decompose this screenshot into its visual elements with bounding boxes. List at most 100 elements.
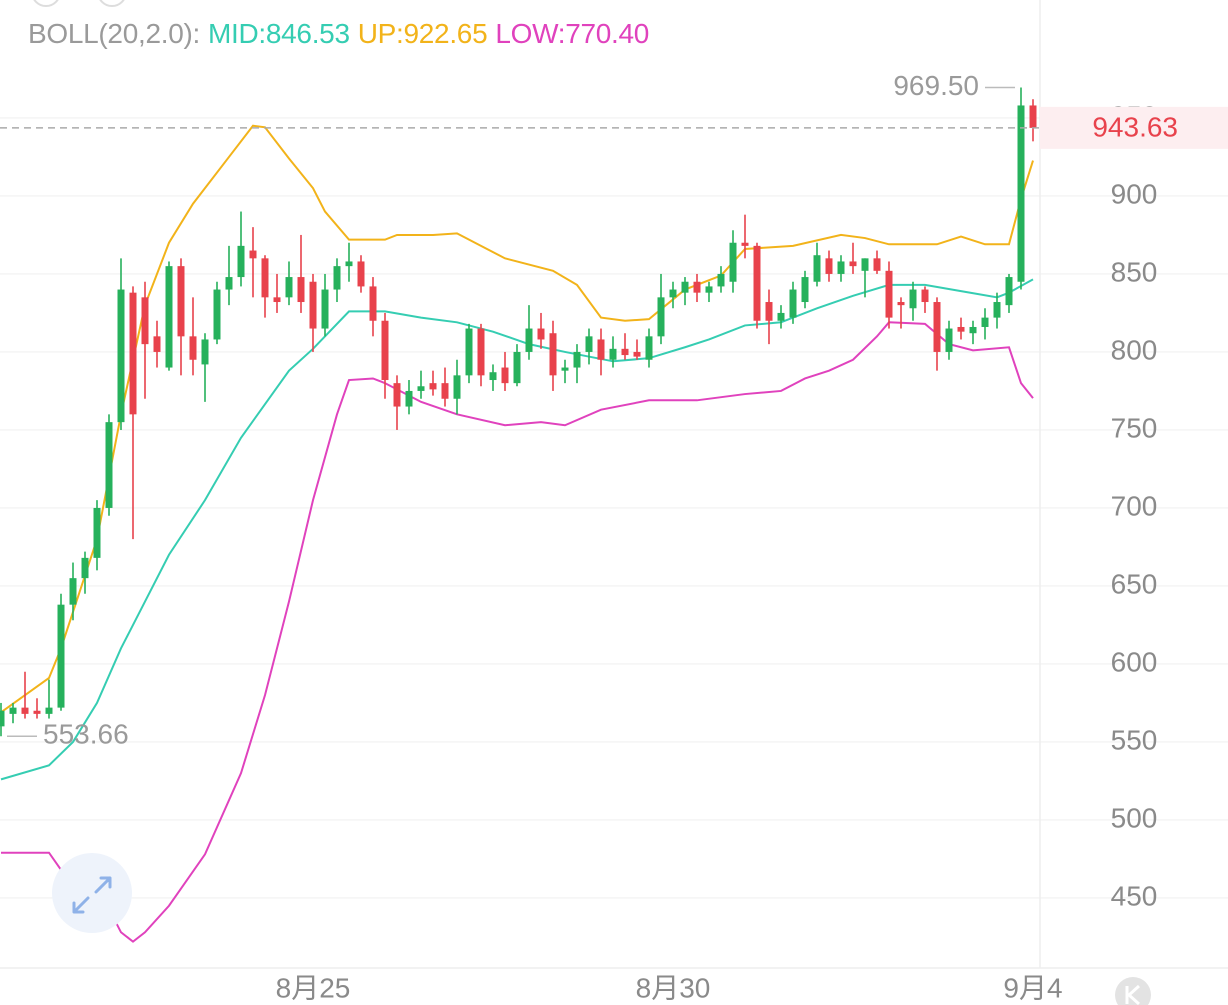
candle-body bbox=[561, 367, 569, 371]
candle-body bbox=[0, 710, 5, 727]
candle-body bbox=[1005, 277, 1013, 306]
candle-body bbox=[765, 302, 773, 321]
candle-body bbox=[309, 281, 317, 329]
top-icons bbox=[33, 0, 125, 7]
candle-body bbox=[345, 261, 353, 267]
candle-body bbox=[69, 578, 77, 605]
x-tick-label: 9月4 bbox=[1003, 972, 1062, 1003]
candle-body bbox=[333, 266, 341, 290]
candle-body bbox=[1017, 105, 1025, 282]
candle-body bbox=[357, 261, 365, 287]
candle-body bbox=[597, 339, 605, 360]
y-tick-label: 650 bbox=[1111, 568, 1158, 599]
candle-body bbox=[645, 336, 653, 360]
candle-body bbox=[621, 348, 629, 356]
candle-body bbox=[813, 255, 821, 282]
candle-body bbox=[501, 367, 509, 384]
x-tick-label: 8月25 bbox=[276, 972, 351, 1003]
candle-body bbox=[57, 604, 65, 708]
candle-body bbox=[33, 710, 41, 714]
candle-body bbox=[93, 507, 101, 558]
candle-body bbox=[237, 245, 245, 278]
candle-body bbox=[885, 270, 893, 318]
band-line bbox=[1, 321, 1034, 943]
candle-body bbox=[825, 258, 833, 274]
candle-body bbox=[417, 386, 425, 391]
candle-body bbox=[705, 286, 713, 293]
candle-body bbox=[909, 289, 917, 309]
candle-body bbox=[201, 339, 209, 365]
candle-body bbox=[141, 297, 149, 345]
candle-body bbox=[273, 297, 281, 303]
candle-body bbox=[837, 261, 845, 274]
candle-body bbox=[633, 351, 641, 357]
candle-body bbox=[225, 277, 233, 290]
candle-body bbox=[465, 328, 473, 376]
extreme-label: 969.50 bbox=[893, 70, 979, 101]
expand-icon[interactable] bbox=[72, 876, 112, 914]
candle-body bbox=[753, 245, 761, 321]
y-tick-label: 450 bbox=[1111, 880, 1158, 911]
candle-body bbox=[429, 383, 437, 390]
candle-body bbox=[117, 289, 125, 423]
candle-body bbox=[9, 707, 17, 714]
candle-body bbox=[777, 312, 785, 321]
candle-body bbox=[993, 302, 1001, 318]
candle-body bbox=[681, 281, 689, 293]
candle-body bbox=[729, 242, 737, 282]
legend-entry: MID:846.53 bbox=[207, 18, 350, 49]
candle-body bbox=[393, 383, 401, 407]
candle-body bbox=[489, 372, 497, 381]
candle-body bbox=[861, 258, 869, 271]
candle-body bbox=[477, 328, 485, 376]
candle-body bbox=[717, 273, 725, 287]
candle-body bbox=[1029, 105, 1037, 128]
candle-body bbox=[21, 707, 29, 714]
candle-body bbox=[441, 383, 449, 399]
expand-circle[interactable] bbox=[52, 853, 132, 933]
candle-body bbox=[549, 333, 557, 376]
y-tick-label: 550 bbox=[1111, 724, 1158, 755]
y-tick-label: 800 bbox=[1111, 334, 1158, 365]
indicator-header: BOLL(20,2.0): MID:846.53 UP:922.65 LOW:770.… bbox=[28, 18, 665, 50]
extreme-label: 553.66 bbox=[43, 719, 129, 750]
candle-body bbox=[537, 328, 545, 340]
candle-body bbox=[897, 302, 905, 306]
kline-icon[interactable] bbox=[1125, 984, 1141, 1005]
candle-body bbox=[741, 242, 749, 246]
top-icon bbox=[33, 0, 59, 7]
candle-body bbox=[969, 326, 977, 334]
candle-body bbox=[669, 289, 677, 298]
candle-body bbox=[981, 317, 989, 327]
candle-body bbox=[525, 328, 533, 352]
candle-body bbox=[957, 326, 965, 332]
expand-button[interactable] bbox=[52, 853, 132, 933]
kline-button[interactable] bbox=[1115, 977, 1151, 1005]
y-tick-label: 750 bbox=[1111, 412, 1158, 443]
candle-body bbox=[933, 302, 941, 352]
candle-body bbox=[321, 289, 329, 329]
candle-body bbox=[801, 277, 809, 303]
legend: MID:846.53 UP:922.65 LOW:770.40 bbox=[208, 18, 657, 49]
band-line bbox=[0, 124, 1034, 714]
candle-body bbox=[297, 277, 305, 303]
candle-body bbox=[849, 261, 857, 267]
candle-body bbox=[285, 277, 293, 298]
candle-body bbox=[261, 258, 269, 298]
candle-body bbox=[45, 707, 53, 714]
band-line bbox=[0, 278, 1034, 781]
y-tick-label: 900 bbox=[1111, 178, 1158, 209]
candle-body bbox=[945, 328, 953, 352]
x-tick-label: 8月30 bbox=[636, 972, 711, 1003]
y-tick-label: 850 bbox=[1111, 256, 1158, 287]
candle-body bbox=[921, 289, 929, 303]
candle-body bbox=[81, 557, 89, 579]
candle-body bbox=[165, 266, 173, 368]
candle-body bbox=[153, 336, 161, 352]
candle-body bbox=[177, 266, 185, 337]
indicator-title: BOLL(20,2.0): bbox=[28, 18, 200, 49]
candle-body bbox=[657, 297, 665, 337]
candle-body bbox=[873, 258, 881, 271]
